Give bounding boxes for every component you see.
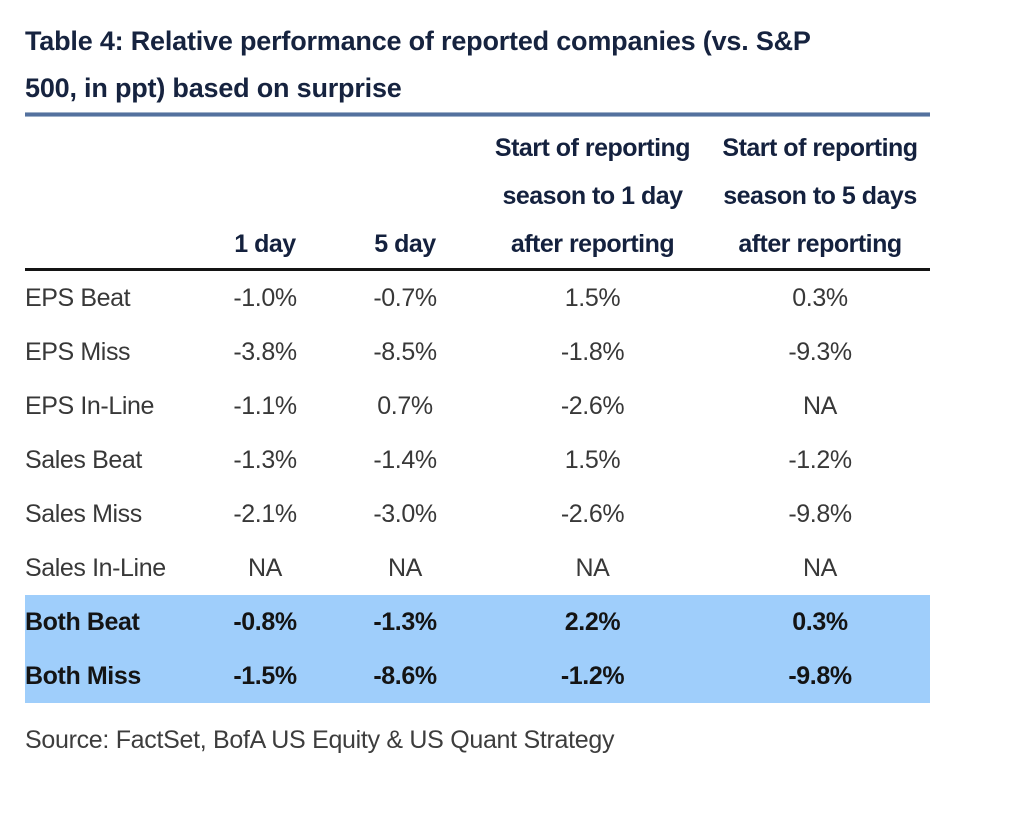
cell: -1.2% — [788, 445, 852, 474]
cell: -3.8% — [233, 337, 297, 366]
cell: -9.8% — [710, 649, 930, 703]
cell: 0.7% — [377, 391, 433, 420]
row-label: Sales In-Line — [25, 553, 166, 582]
cell: -8.5% — [373, 337, 437, 366]
row-label: Sales Miss — [25, 499, 142, 528]
row-label: Sales Beat — [25, 445, 142, 474]
cell: -1.8% — [560, 337, 625, 366]
cell: -2.6% — [560, 391, 625, 420]
cell: -2.1% — [233, 499, 297, 528]
table-row-both-beat-highlighted: Both Beat -0.8% -1.3% 2.2% 0.3% — [25, 595, 930, 649]
table-row-both-miss-highlighted: Both Miss -1.5% -8.6% -1.2% -9.8% — [25, 649, 930, 703]
cell: -8.6% — [335, 649, 475, 703]
cell: -0.8% — [195, 595, 335, 649]
cell: NA — [388, 553, 422, 582]
table-row-eps-beat: EPS Beat -1.0% -0.7% 1.5% 0.3% — [25, 270, 930, 326]
column-header-season-1-day: Start of reporting season to 1 day after… — [475, 117, 710, 271]
cell: NA — [803, 391, 837, 420]
row-label: EPS Beat — [25, 283, 131, 312]
cell: -0.7% — [373, 283, 437, 312]
cell: -1.2% — [475, 649, 710, 703]
cell: -3.0% — [373, 499, 437, 528]
cell: NA — [575, 553, 610, 582]
cell: -9.8% — [788, 499, 852, 528]
table-row-sales-beat: Sales Beat -1.3% -1.4% 1.5% -1.2% — [25, 433, 930, 487]
cell: -1.0% — [233, 283, 297, 312]
header-row: 1 day 5 day Start of reporting season to… — [25, 117, 930, 271]
cell: NA — [248, 553, 282, 582]
title-underline — [25, 112, 930, 117]
cell: 1.5% — [564, 445, 621, 474]
cell: -1.4% — [373, 445, 437, 474]
table-row-sales-in-line: Sales In-Line NA NA NA NA — [25, 541, 930, 595]
cell: -2.6% — [560, 499, 625, 528]
row-label: Both Beat — [25, 595, 195, 649]
cell: 0.3% — [792, 283, 848, 312]
table-row-sales-miss: Sales Miss -2.1% -3.0% -2.6% -9.8% — [25, 487, 930, 541]
cell: 0.3% — [710, 595, 930, 649]
cell: -1.1% — [233, 391, 297, 420]
table-row-eps-in-line: EPS In-Line -1.1% 0.7% -2.6% NA — [25, 379, 930, 433]
figure-title: Table 4: Relative performance of reporte… — [25, 26, 811, 103]
cell: NA — [803, 553, 837, 582]
column-header-empty — [25, 117, 195, 271]
row-label: EPS Miss — [25, 337, 131, 366]
row-label: EPS In-Line — [25, 391, 155, 420]
cell: -1.3% — [233, 445, 297, 474]
column-header-season-5-days: Start of reporting season to 5 days afte… — [710, 117, 930, 271]
source-note: Source: FactSet, BofA US Equity & US Qua… — [25, 726, 615, 754]
table-row-eps-miss: EPS Miss -3.8% -8.5% -1.8% -9.3% — [25, 325, 930, 379]
cell: 2.2% — [475, 595, 710, 649]
cell: -1.5% — [195, 649, 335, 703]
performance-table: 1 day 5 day Start of reporting season to… — [25, 117, 930, 703]
cell: -9.3% — [788, 337, 852, 366]
row-label: Both Miss — [25, 649, 195, 703]
column-header-5-day: 5 day — [335, 117, 475, 271]
cell: -1.3% — [335, 595, 475, 649]
cell: 1.5% — [564, 283, 621, 312]
column-header-1-day: 1 day — [195, 117, 335, 271]
